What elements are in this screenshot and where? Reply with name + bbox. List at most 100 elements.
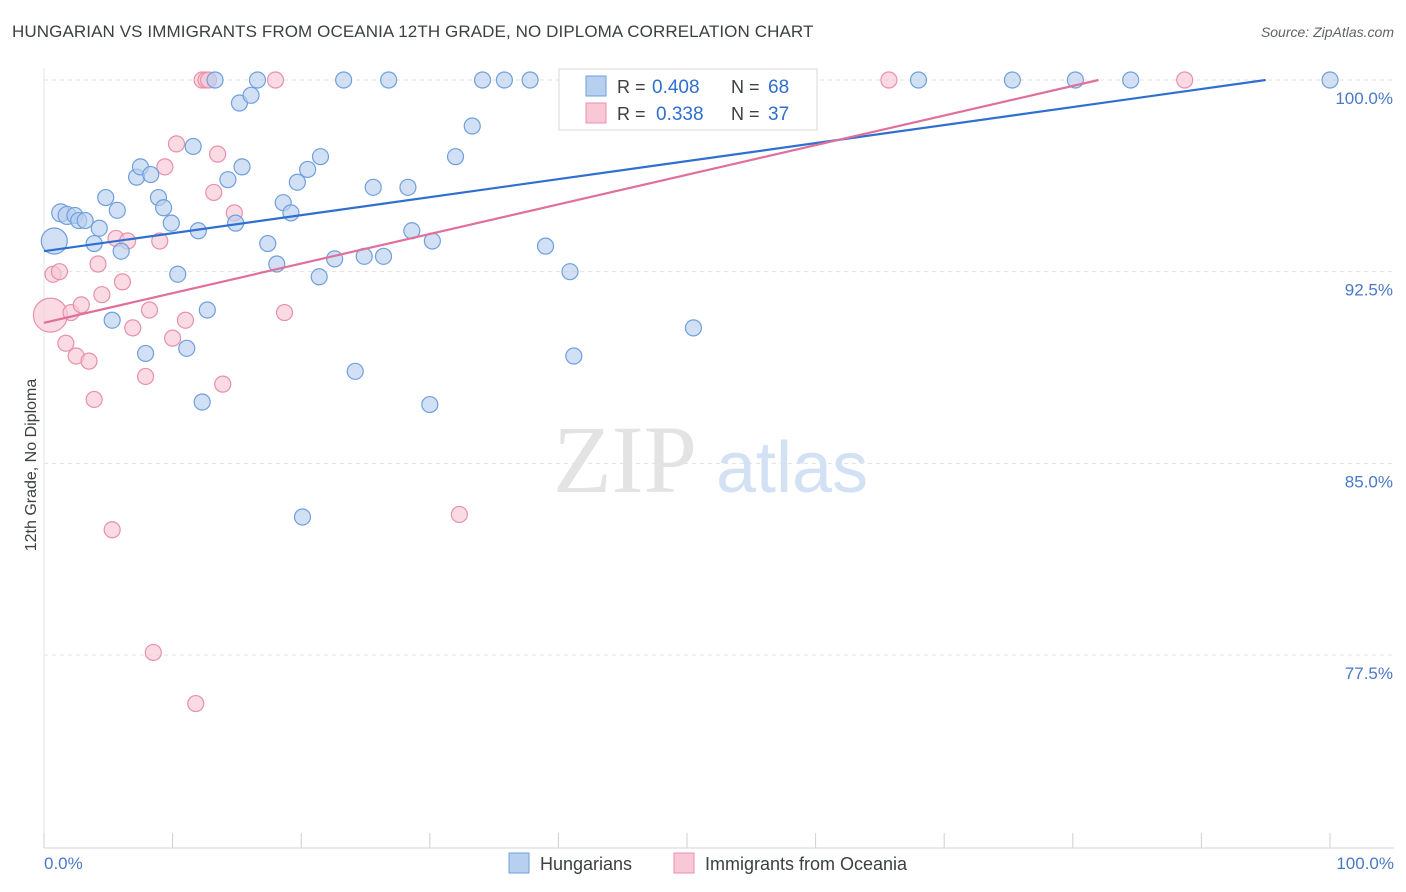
oceania-point-23	[176, 311, 195, 329]
hungarian-point-44	[364, 178, 382, 196]
hungarian-point-54	[495, 71, 513, 89]
hungarian-point-19	[169, 265, 187, 283]
hungarian-point-37	[299, 160, 317, 179]
hungarian-point-53	[473, 71, 492, 89]
hungarian-point-26	[219, 171, 237, 189]
source-credit: Source: ZipAtlas.com	[1260, 24, 1394, 40]
legend-r-value-2: 0.338	[656, 104, 704, 125]
series-immigrants-oceania-points	[32, 71, 1194, 713]
trend-line-oceania	[43, 78, 1099, 324]
hungarian-point-47	[399, 178, 417, 196]
x-tick-label-min: 0.0%	[44, 854, 83, 873]
legend-n-label-2: N =	[731, 104, 760, 124]
x-axis-ticks	[43, 833, 1331, 848]
oceania-point-2	[50, 263, 69, 281]
oceania-point-0	[32, 297, 69, 333]
oceania-point-6	[72, 296, 90, 314]
oceania-point-19	[151, 232, 169, 250]
oceania-point-8	[85, 390, 103, 409]
legend-swatch-hungarians	[585, 75, 607, 97]
trend-lines	[43, 78, 1266, 324]
bottom-legend-label-oceania: Immigrants from Oceania	[705, 854, 908, 874]
y-axis-tick-labels: 77.5% 85.0% 92.5% 100.0%	[1335, 89, 1393, 683]
hungarian-point-7	[90, 219, 108, 237]
hungarian-point-67	[1321, 71, 1339, 89]
hungarian-point-38	[310, 268, 328, 286]
oceania-point-20	[156, 158, 174, 176]
hungarian-point-32	[259, 234, 277, 253]
chart-title: HUNGARIAN VS IMMIGRANTS FROM OCEANIA 12T…	[12, 22, 814, 41]
legend-swatch-oceania	[585, 102, 607, 124]
oceania-point-32	[266, 71, 285, 89]
oceania-point-28	[205, 183, 223, 202]
legend-n-value-1: 68	[768, 77, 789, 98]
hungarian-point-9	[108, 201, 126, 219]
hungarian-point-20	[178, 339, 196, 357]
oceania-point-10	[93, 286, 111, 304]
hungarian-point-42	[346, 362, 364, 380]
hungarian-point-58	[565, 347, 583, 365]
oceania-point-18	[144, 643, 162, 662]
hungarian-point-68	[293, 508, 312, 526]
bottom-legend: Hungarians Immigrants from Oceania	[508, 852, 908, 874]
oceania-point-17	[140, 301, 159, 319]
hungarian-point-0	[40, 227, 68, 255]
hungarian-point-17	[162, 214, 180, 232]
series-hungarians-points	[40, 71, 1339, 526]
hungarian-point-30	[242, 86, 260, 104]
watermark: ZIP atlas	[553, 406, 868, 513]
hungarian-point-49	[421, 395, 439, 414]
trend-line-hungarians	[43, 78, 1266, 253]
x-tick-label-max: 100.0%	[1336, 854, 1394, 873]
oceania-point-29	[209, 145, 227, 163]
bottom-legend-swatch-hungarians	[508, 852, 530, 874]
hungarian-point-52	[463, 117, 481, 135]
oceania-point-35	[880, 71, 898, 89]
bottom-legend-swatch-oceania	[673, 852, 695, 874]
hungarian-point-31	[248, 71, 267, 89]
hungarian-point-64	[1003, 71, 1021, 89]
hungarian-point-36	[288, 173, 306, 191]
y-tick-label-0: 77.5%	[1345, 664, 1393, 683]
hungarian-point-40	[326, 250, 344, 268]
oceania-point-7	[80, 352, 98, 370]
hungarian-point-55	[521, 71, 539, 89]
hungarian-point-8	[97, 188, 115, 207]
watermark-atlas: atlas	[716, 428, 868, 508]
legend-box: R = 0.408 N = 68 R = 0.338 N = 37	[558, 68, 818, 131]
oceania-point-16	[136, 367, 155, 386]
oceania-point-21	[164, 329, 182, 347]
oceania-point-3	[57, 334, 75, 352]
hungarian-point-57	[561, 263, 579, 281]
hungarian-point-18	[136, 344, 155, 363]
y-axis-title: 12th Grade, No Diploma	[23, 379, 40, 552]
oceania-point-11	[103, 521, 121, 539]
hungarian-point-60	[684, 319, 703, 337]
hungarian-point-5	[76, 211, 94, 230]
bottom-legend-label-hungarians: Hungarians	[540, 854, 632, 874]
watermark-zip: ZIP	[553, 406, 697, 513]
hungarian-point-41	[335, 71, 353, 89]
y-tick-label-3: 100.0%	[1335, 89, 1393, 108]
hungarian-point-29	[233, 158, 251, 176]
oceania-point-30	[214, 375, 232, 393]
hungarian-point-21	[184, 137, 202, 156]
oceania-point-9	[89, 255, 107, 273]
hungarian-point-51	[446, 148, 465, 166]
hungarian-point-66	[1122, 71, 1140, 89]
hungarian-point-14	[142, 165, 160, 184]
oceania-point-15	[124, 319, 142, 337]
legend-r-value-1: 0.408	[652, 77, 700, 98]
legend-n-value-2: 37	[768, 104, 789, 125]
legend-n-label-1: N =	[731, 77, 760, 97]
hungarian-point-10	[112, 242, 130, 260]
oceania-point-22	[167, 135, 186, 153]
y-tick-label-1: 85.0%	[1345, 472, 1393, 491]
hungarian-point-63	[909, 71, 928, 89]
hungarian-point-24	[193, 393, 211, 411]
hungarian-point-25	[206, 71, 224, 89]
oceania-point-33	[275, 303, 294, 322]
hungarian-point-11	[103, 311, 121, 329]
oceania-point-36	[1176, 71, 1194, 89]
